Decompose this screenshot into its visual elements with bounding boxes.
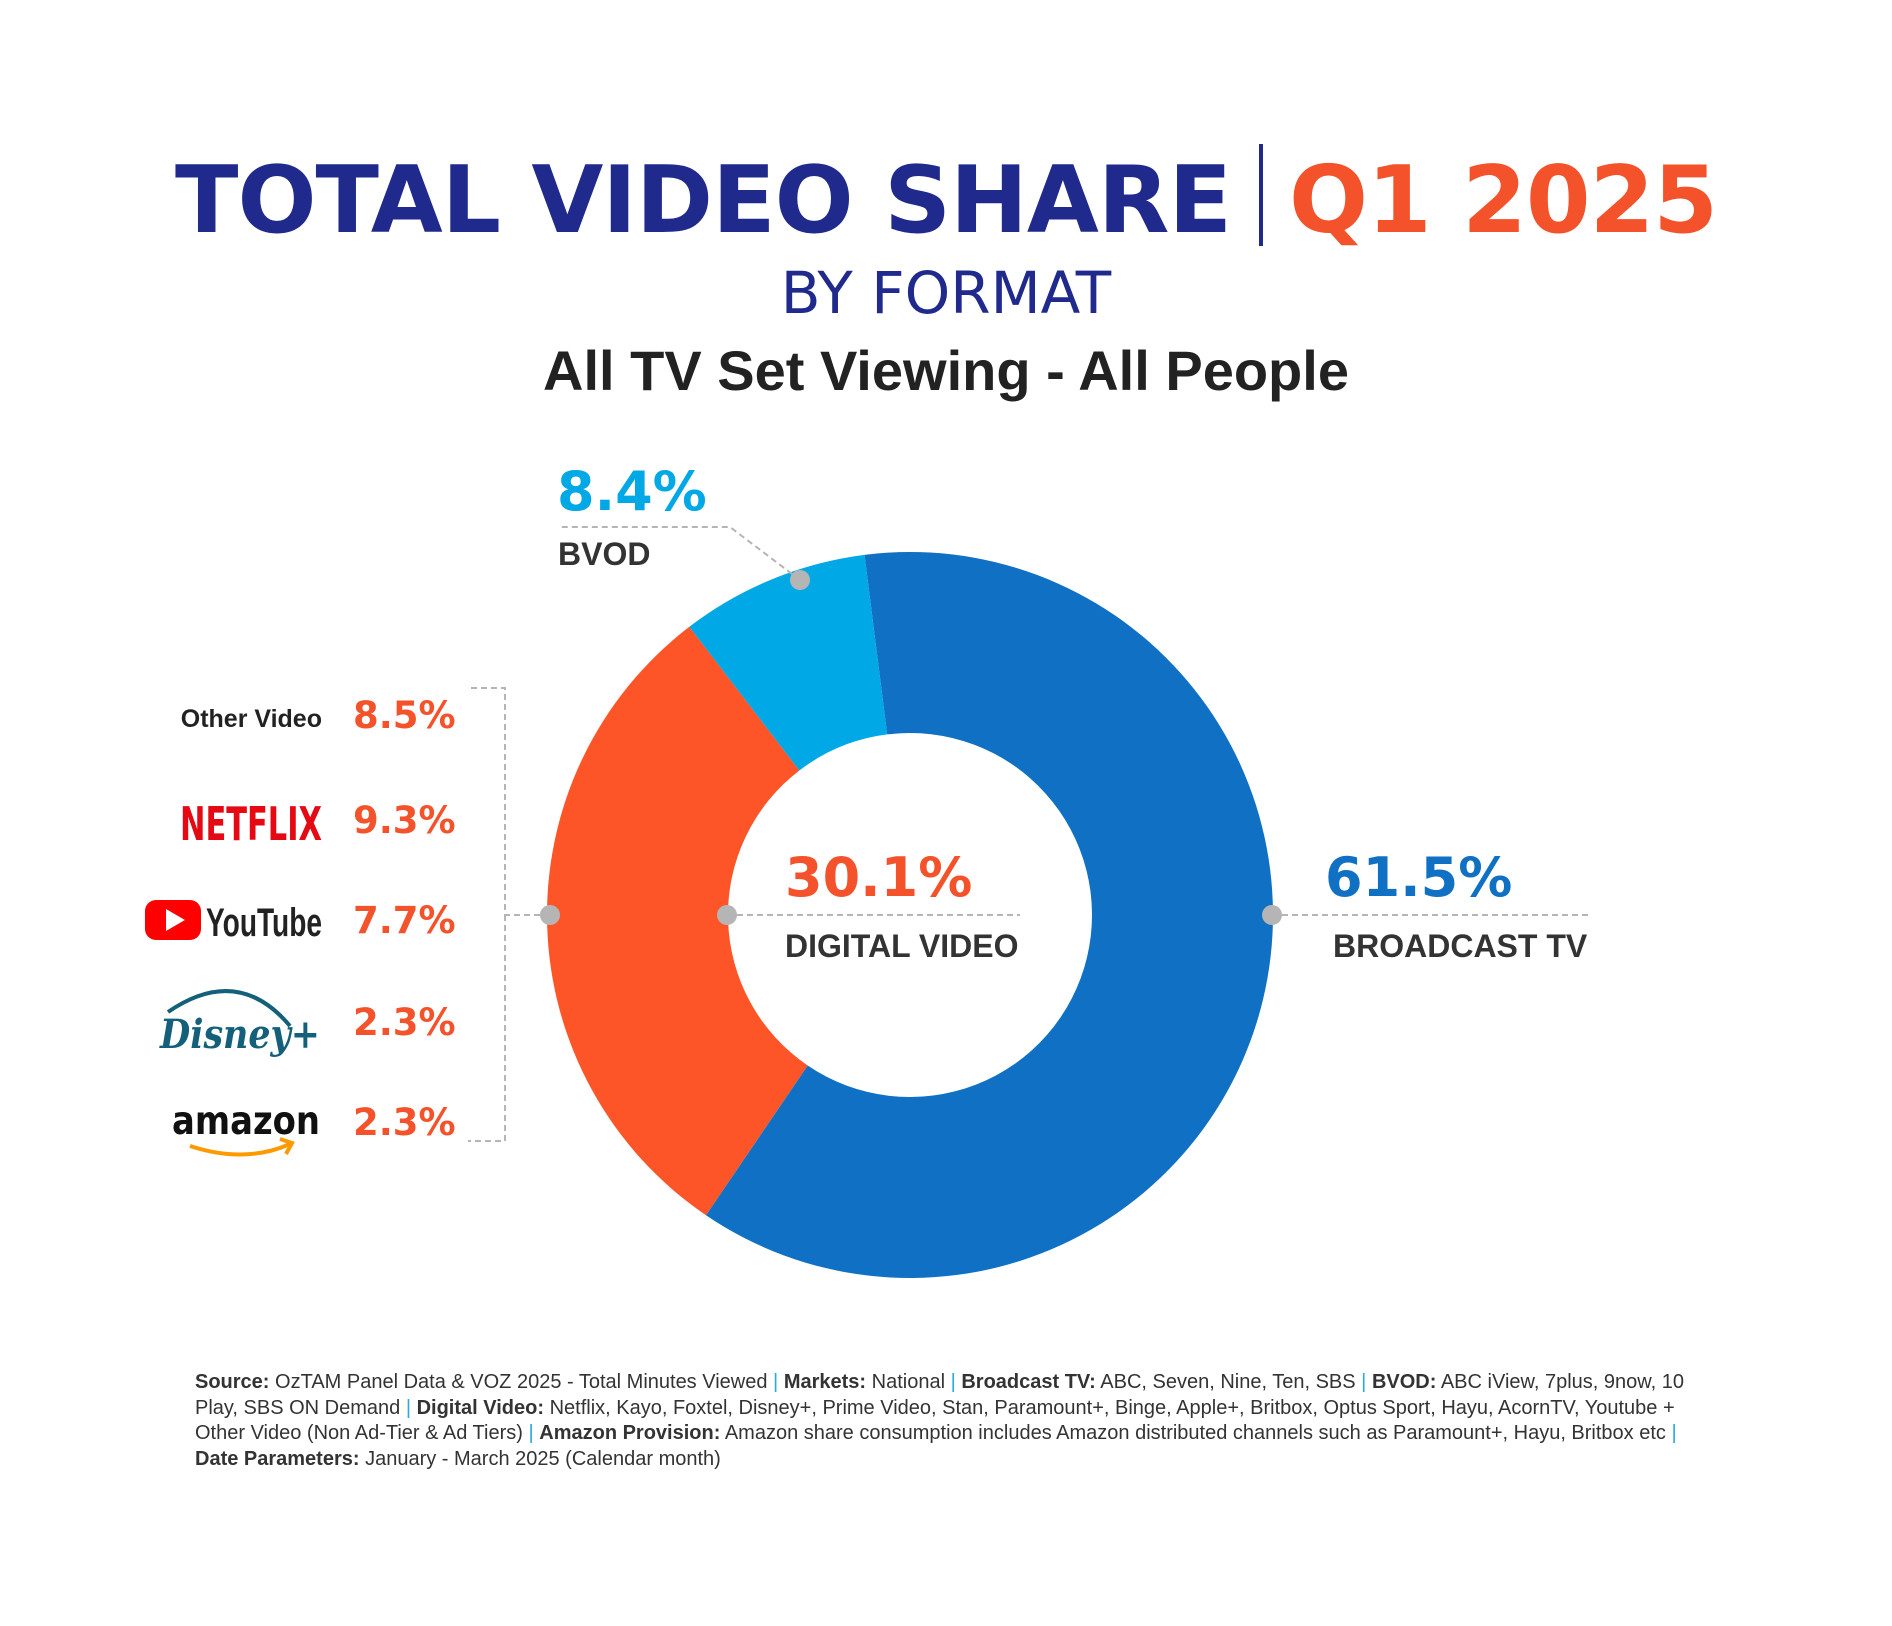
footnote-text: January - March 2025 (Calendar month) [359,1447,721,1470]
donut-slices [547,552,1274,1279]
slice-digital-video [547,626,808,1216]
connector-breakdown [468,687,550,1142]
dot-digital-outer [540,905,560,925]
label-digital-video: DIGITAL VIDEO [785,928,1019,964]
youtube-icon: YouTube [145,900,322,945]
breakdown-row-netflix: 9.3% NETFLIX [180,797,456,851]
breakdown-label: Other Video [181,705,322,733]
label-bvod: BVOD [558,536,650,572]
amazon-icon: amazon [172,1099,320,1157]
digital-breakdown: 8.5% Other Video 9.3% NETFLIX 7.7% YouTube 2.3… [145,694,456,1157]
breakdown-value: 2.3% [353,1101,456,1144]
footnote-label: Broadcast TV: [961,1371,1096,1393]
page-title: TOTAL VIDEO SHARE Q1 2025 [0,140,1892,260]
footnote-label: Source: [195,1371,270,1393]
value-digital-video: 30.1% [785,846,972,909]
footnote-separator: | [528,1422,540,1444]
footnote-segment: Amazon Provision: Amazon share consumpti… [539,1422,1671,1444]
amazon-wordmark: amazon [172,1099,320,1144]
footnote: Source: OzTAM Panel Data & VOZ 2025 - To… [195,1370,1715,1472]
footnote-segment: Date Parameters: January - March 2025 (C… [195,1448,721,1470]
title-period: Q1 2025 [1289,146,1718,254]
footnote-separator: | [1671,1422,1677,1444]
footnote-text: Amazon share consumption includes Amazon… [720,1422,1672,1444]
title-divider [1259,144,1263,246]
disney-plus-icon: Disney+ [159,989,320,1058]
footnote-text: National [866,1371,951,1393]
slice-broadcast-tv [705,552,1274,1279]
footnote-label: Digital Video: [416,1396,545,1419]
breakdown-row-disney-: 2.3% Disney+ [159,989,456,1058]
slice-bvod [689,554,888,771]
breakdown-row-amazon: 2.3% amazon [172,1099,456,1157]
breakdown-value: 9.3% [353,799,456,842]
footnote-segment: Markets: National [784,1371,951,1393]
footnote-separator: | [1361,1371,1372,1393]
dot-bvod [790,570,810,590]
footnote-label: Amazon Provision: [539,1422,721,1444]
dot-digital-inner [717,905,737,925]
footnote-segment: Broadcast TV: ABC, Seven, Nine, Ten, SBS [961,1371,1361,1393]
footnote-separator: | [773,1371,784,1393]
youtube-wordmark: YouTube [206,901,322,945]
footnote-segment: Digital Video: Netflix, Kayo, Foxtel, Di… [195,1397,1675,1445]
footnote-segment: Source: OzTAM Panel Data & VOZ 2025 - To… [195,1371,773,1393]
footnote-separator: | [950,1371,962,1393]
dot-broadcast [1262,905,1282,925]
value-broadcast-tv: 61.5% [1325,846,1512,909]
connector-bvod [558,526,801,581]
netflix-icon: NETFLIX [180,797,322,851]
footnote-text: ABC iView, 7plus, 9now, 10 Play, SBS ON … [195,1371,1684,1419]
footnote-text: Netflix, Kayo, Foxtel, Disney+, Prime Vi… [195,1396,1675,1445]
title-main: TOTAL VIDEO SHARE [175,146,1232,254]
disney-wordmark: Disney+ [159,1011,320,1058]
subtitle-audience: All TV Set Viewing - All People [543,339,1349,402]
value-bvod: 8.4% [557,460,707,523]
breakdown-value: 8.5% [353,694,456,737]
breakdown-row-youtube: 7.7% YouTube [145,899,456,945]
breakdown-row-other-video: 8.5% Other Video [181,694,456,737]
label-broadcast-tv: BROADCAST TV [1333,928,1588,964]
breakdown-value: 7.7% [353,899,456,942]
footnote-label: Markets: [783,1371,867,1393]
breakdown-value: 2.3% [353,1001,456,1044]
subtitle: BY FORMAT [780,259,1112,327]
footnote-text: OzTAM Panel Data & VOZ 2025 - Total Minu… [269,1371,774,1393]
footnote-text: ABC, Seven, Nine, Ten, SBS [1095,1371,1362,1393]
connector-lines [468,526,1590,1142]
slice-labels: 61.5% BROADCAST TV 30.1% DIGITAL VIDEO 8.4% B… [557,460,1588,964]
footnote-segment: BVOD: ABC iView, 7plus, 9now, 10 Play, S… [195,1371,1684,1419]
footnote-label: BVOD: [1371,1371,1437,1393]
footnote-label: Date Parameters: [195,1447,360,1470]
footnote-separator: | [405,1396,417,1419]
